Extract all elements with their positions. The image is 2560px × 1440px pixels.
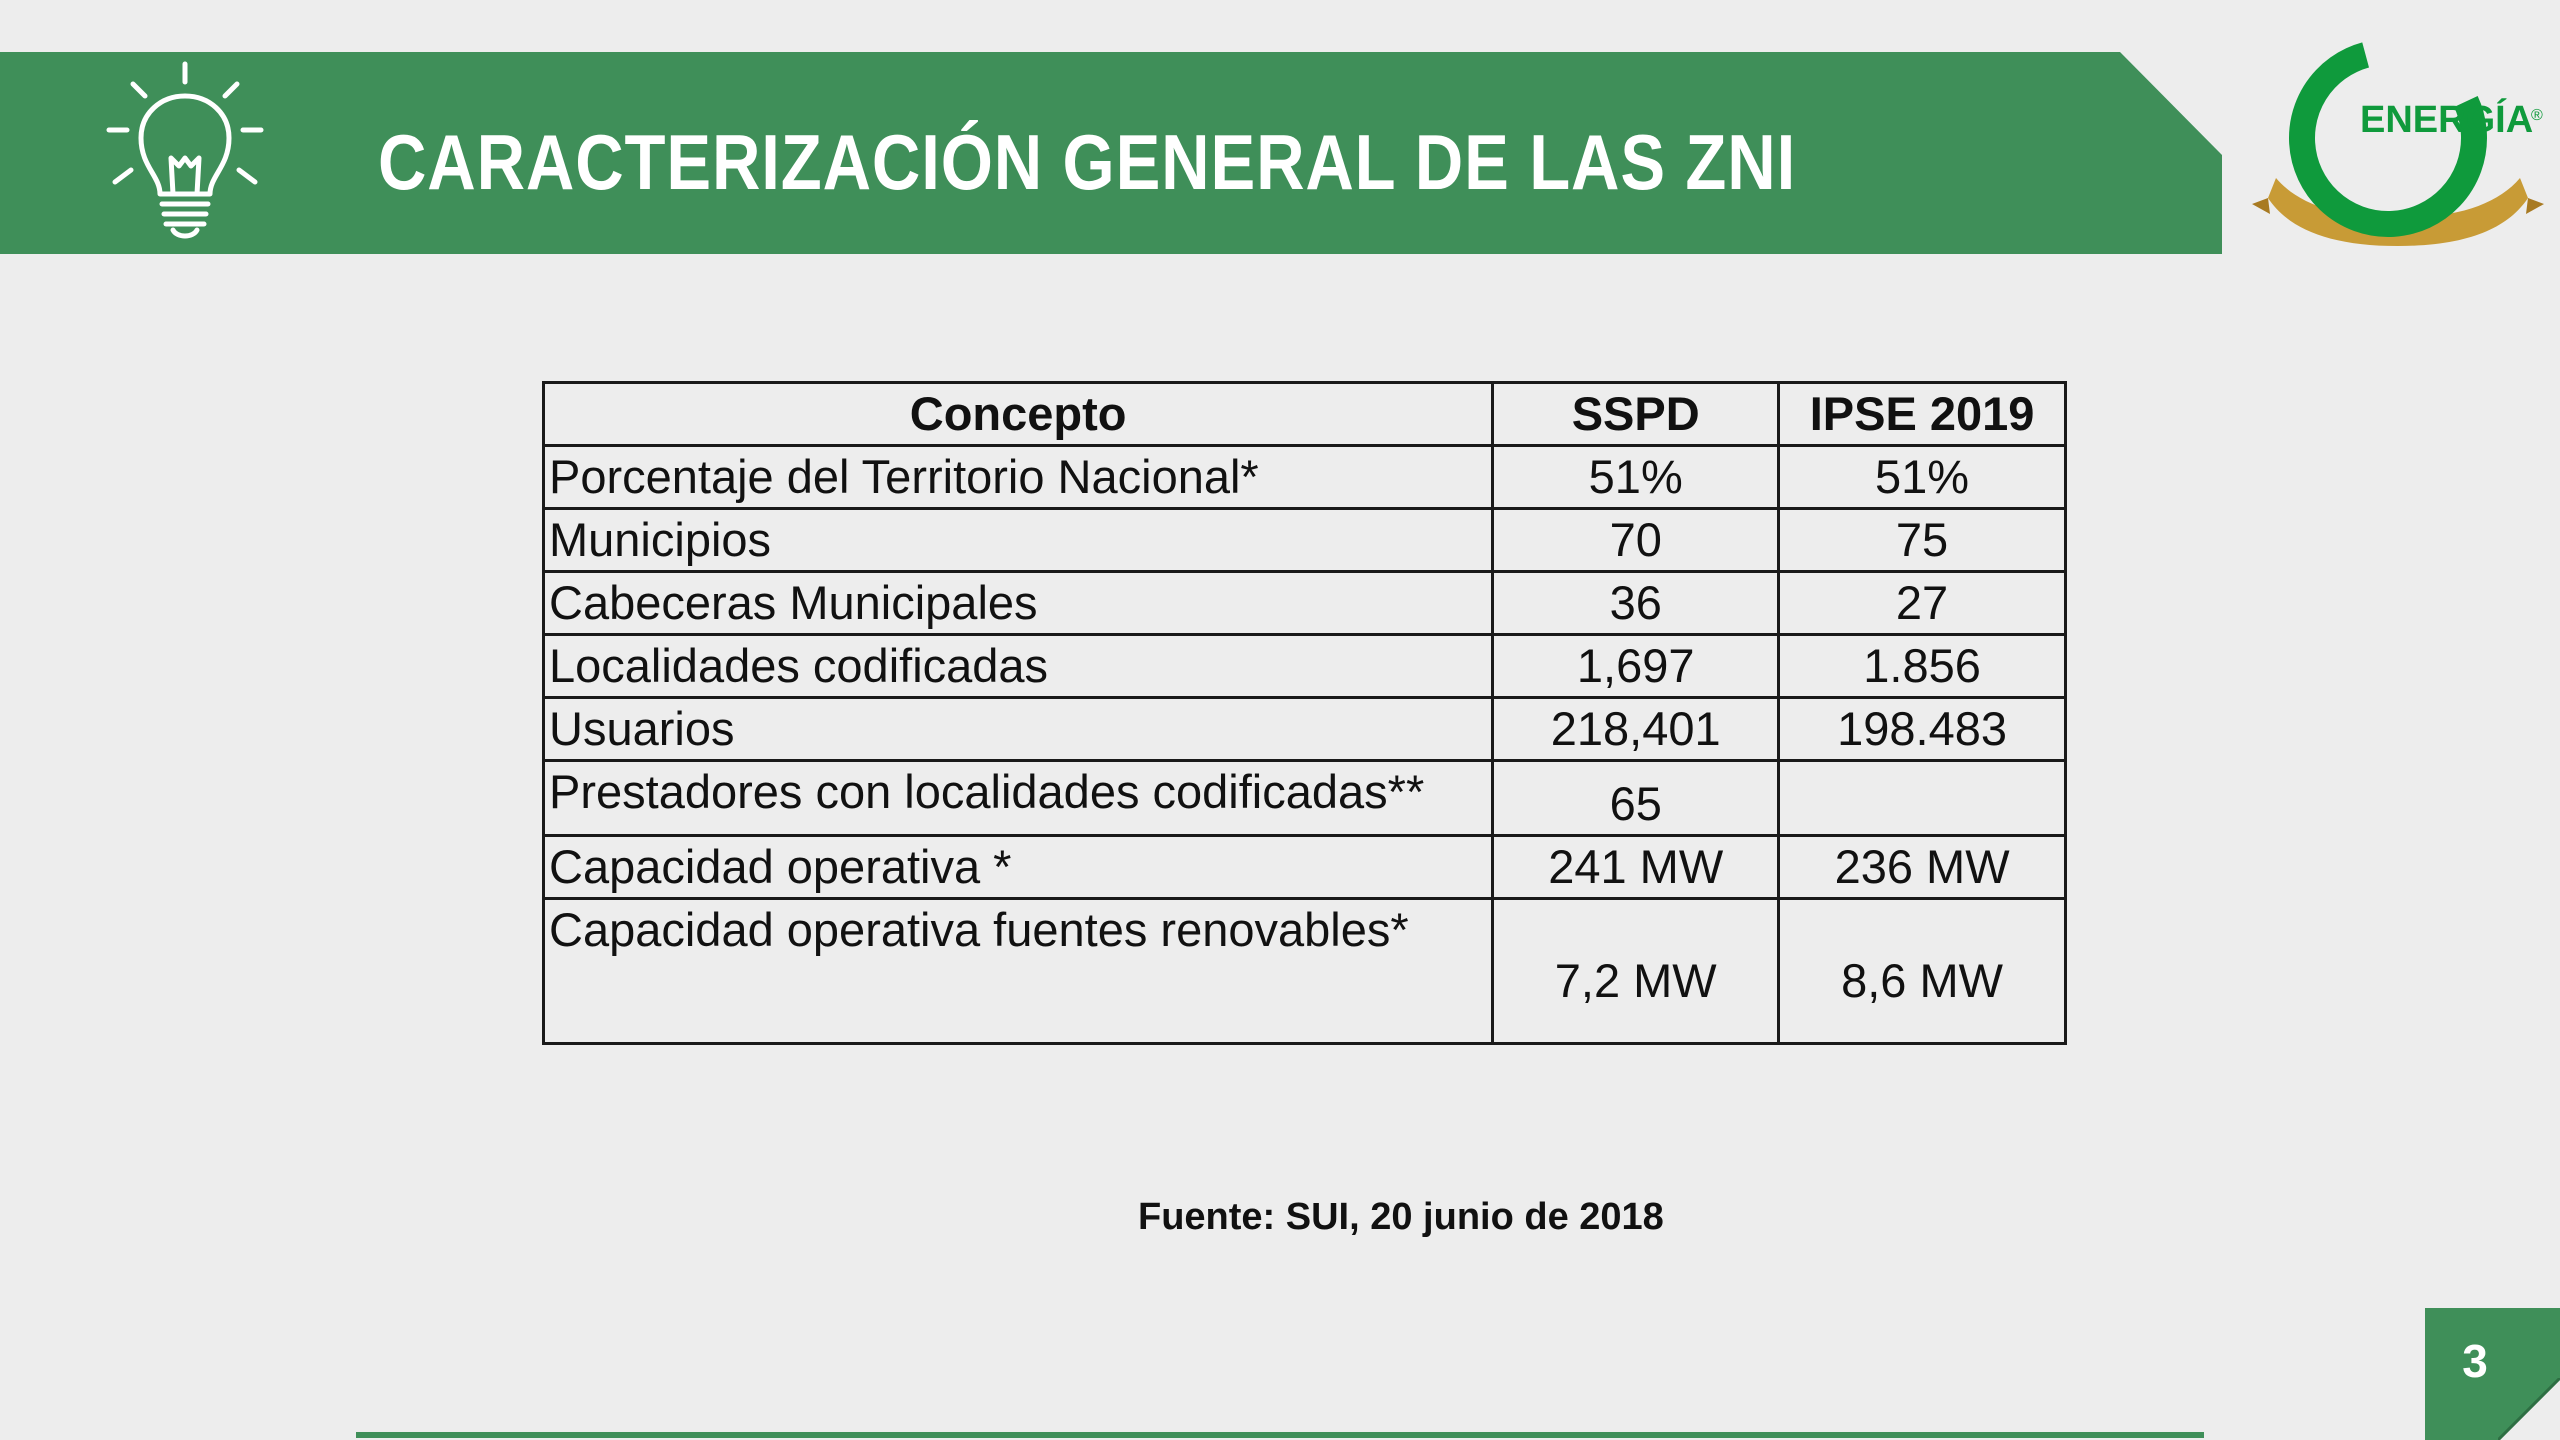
row-concepto: Municipios bbox=[541, 507, 1495, 573]
table-row: Capacidad operativa * 241 MW 236 MW bbox=[541, 834, 2067, 900]
row-sspd-value: 70 bbox=[1491, 507, 1781, 573]
lightbulb-icon bbox=[106, 61, 264, 239]
table-header-row: Concepto SSPD IPSE 2019 bbox=[541, 381, 2067, 447]
footer-divider bbox=[356, 1432, 2204, 1438]
row-sspd-value: 1,697 bbox=[1491, 633, 1781, 699]
row-concepto: Usuarios bbox=[541, 696, 1495, 762]
row-concepto: Porcentaje del Territorio Nacional* bbox=[541, 444, 1495, 510]
svg-text:®: ® bbox=[2531, 107, 2543, 124]
row-concepto: Capacidad operativa fuentes renovables* bbox=[541, 897, 1495, 1045]
row-ipse-value: 27 bbox=[1777, 570, 2067, 636]
zni-characterization-table: Concepto SSPD IPSE 2019 Porcentaje del T… bbox=[541, 381, 2067, 1045]
table-row: Municipios 70 75 bbox=[541, 507, 2067, 573]
row-ipse-value: 75 bbox=[1777, 507, 2067, 573]
table-row: Usuarios 218,401 198.483 bbox=[541, 696, 2067, 762]
row-concepto: Prestadores con localidades codificadas*… bbox=[541, 759, 1495, 837]
page-number: 3 bbox=[2462, 1335, 2488, 1387]
row-ipse-value: 1.856 bbox=[1777, 633, 2067, 699]
table-row: Porcentaje del Territorio Nacional* 51% … bbox=[541, 444, 2067, 510]
page-fold-icon bbox=[2498, 1378, 2560, 1440]
page-title: CARACTERIZACIÓN GENERAL DE LAS ZNI bbox=[378, 118, 1797, 206]
row-ipse-value: 51% bbox=[1777, 444, 2067, 510]
page-number-badge: 3 bbox=[2425, 1308, 2560, 1440]
row-concepto: Capacidad operativa * bbox=[541, 834, 1495, 900]
table-row: Cabeceras Municipales 36 27 bbox=[541, 570, 2067, 636]
table-row: Prestadores con localidades codificadas*… bbox=[541, 759, 2067, 837]
row-concepto: Localidades codificadas bbox=[541, 633, 1495, 699]
table-row: Localidades codificadas 1,697 1.856 bbox=[541, 633, 2067, 699]
column-header-ipse: IPSE 2019 bbox=[1777, 381, 2067, 447]
row-concepto: Cabeceras Municipales bbox=[541, 570, 1495, 636]
row-ipse-value: 236 MW bbox=[1777, 834, 2067, 900]
row-sspd-value: 65 bbox=[1491, 759, 1781, 837]
svg-text:ENERGÍA: ENERGÍA bbox=[2360, 97, 2533, 141]
energia-logo: ENERGÍA ® bbox=[2252, 39, 2544, 246]
row-sspd-value: 7,2 MW bbox=[1491, 897, 1781, 1045]
column-header-concepto: Concepto bbox=[541, 381, 1495, 447]
header-banner bbox=[0, 52, 2222, 254]
row-ipse-value: 198.483 bbox=[1777, 696, 2067, 762]
row-sspd-value: 241 MW bbox=[1491, 834, 1781, 900]
row-ipse-value: 8,6 MW bbox=[1777, 897, 2067, 1045]
table-row: Capacidad operativa fuentes renovables* … bbox=[541, 897, 2067, 1045]
source-note: Fuente: SUI, 20 junio de 2018 bbox=[1138, 1196, 1664, 1238]
row-sspd-value: 36 bbox=[1491, 570, 1781, 636]
column-header-sspd: SSPD bbox=[1491, 381, 1781, 447]
row-sspd-value: 218,401 bbox=[1491, 696, 1781, 762]
row-sspd-value: 51% bbox=[1491, 444, 1781, 510]
row-ipse-value bbox=[1777, 759, 2067, 837]
